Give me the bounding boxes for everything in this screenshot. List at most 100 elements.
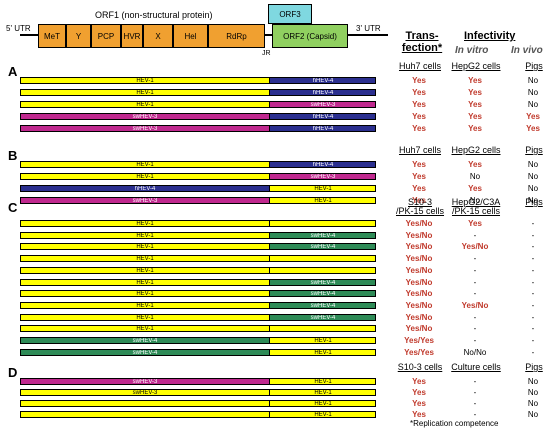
result-cell: No bbox=[527, 196, 539, 205]
construct-bar: HEV-1 hHEV-4 bbox=[20, 89, 376, 96]
result-cell: No bbox=[527, 172, 539, 181]
construct-bar: HEV-1 bbox=[20, 411, 376, 418]
result-cell: No bbox=[527, 410, 539, 419]
segment-label: swHEV-3 bbox=[132, 198, 158, 204]
orf1-title: ORF1 (non-structural protein) bbox=[95, 10, 213, 20]
segment-label: HEV-1 bbox=[136, 279, 154, 286]
segment-label: HEV-1 bbox=[314, 349, 332, 356]
construct-bar: swHEV-3 hHEV-4 bbox=[20, 125, 376, 132]
column-header: Pigs bbox=[525, 362, 543, 372]
segment-label: HEV-1 bbox=[136, 291, 154, 298]
segment-left bbox=[21, 302, 269, 308]
result-cell: Yes/No bbox=[405, 254, 433, 264]
result-cell: Yes/No bbox=[461, 242, 489, 252]
result-cell: - bbox=[473, 230, 477, 240]
footnote: *Replication competence bbox=[410, 419, 499, 428]
construct-bar: hHEV-4 HEV-1 bbox=[20, 185, 376, 192]
segment-label: HEV-1 bbox=[314, 390, 332, 396]
segment-left bbox=[21, 114, 269, 119]
result-cell: Yes bbox=[412, 399, 426, 408]
result-cell: Yes bbox=[412, 76, 426, 85]
result-cell: - bbox=[473, 377, 477, 386]
column-header: Pigs bbox=[525, 197, 543, 207]
result-cell: Yes bbox=[468, 219, 482, 228]
construct-bar: HEV-1 hHEV-4 bbox=[20, 77, 376, 84]
result-cell: Yes/No bbox=[405, 230, 433, 240]
segment-right bbox=[269, 291, 375, 297]
construct-bar: HEV-1 bbox=[20, 266, 376, 274]
segment-left bbox=[21, 102, 269, 107]
segment-left bbox=[21, 162, 269, 167]
result-cell: - bbox=[531, 336, 535, 345]
construct-bar: HEV-1 swHEV-4 bbox=[20, 301, 376, 309]
domain-label: RdRp bbox=[226, 31, 247, 41]
segment-label: swHEV-4 bbox=[310, 291, 336, 298]
segment-label: HEV-1 bbox=[136, 267, 154, 274]
result-cell: Yes bbox=[468, 76, 482, 85]
column-header: S10-3 cells bbox=[397, 362, 443, 372]
result-cell: No bbox=[527, 100, 539, 109]
result-cell: - bbox=[531, 265, 535, 275]
segment-right bbox=[269, 412, 375, 417]
result-cell: Yes bbox=[468, 88, 482, 97]
segment-label: swHEV-3 bbox=[310, 174, 336, 180]
segment-right bbox=[269, 379, 375, 384]
segment-label: hHEV-4 bbox=[312, 126, 334, 132]
utr3-label: 3' UTR bbox=[356, 24, 381, 33]
result-cell: Yes bbox=[526, 124, 540, 133]
orf2-label: ORF2 (Capsid) bbox=[283, 31, 337, 41]
segment-label: swHEV-3 bbox=[132, 379, 158, 385]
result-cell: Yes/No bbox=[405, 265, 433, 275]
result-cell: Yes bbox=[412, 100, 426, 109]
result-cell: Yes/No bbox=[405, 277, 433, 287]
construct-bar: HEV-1 swHEV-4 bbox=[20, 313, 376, 321]
result-cell: No bbox=[527, 388, 539, 397]
segment-label: HEV-1 bbox=[136, 102, 154, 108]
domain-label: PCP bbox=[97, 31, 115, 41]
result-cell: No bbox=[527, 184, 539, 193]
domain-label: Hel bbox=[184, 31, 197, 41]
column-header: HepG2/C3A /PK-15 cells bbox=[451, 197, 501, 216]
result-cell: - bbox=[473, 336, 477, 345]
segment-label: swHEV-4 bbox=[132, 338, 158, 344]
column-header: HepG2 cells bbox=[451, 145, 501, 155]
segment-label: HEV-1 bbox=[136, 244, 154, 251]
in-vivo-header: In vivo bbox=[511, 45, 543, 56]
result-cell: - bbox=[531, 312, 535, 322]
result-cell: Yes bbox=[412, 377, 426, 386]
segment-label: HEV-1 bbox=[136, 326, 154, 333]
result-cell: - bbox=[473, 399, 477, 408]
construct-bar: swHEV-3 HEV-1 bbox=[20, 197, 376, 204]
result-cell: - bbox=[531, 300, 535, 310]
segment-right bbox=[269, 198, 375, 203]
construct-bar: swHEV-4 HEV-1 bbox=[20, 337, 376, 344]
segment-label: HEV-1 bbox=[314, 401, 332, 407]
domain-label: HVR bbox=[123, 31, 141, 41]
result-cell: No bbox=[527, 399, 539, 408]
result-cell: Yes/No bbox=[405, 289, 433, 299]
segment-left bbox=[21, 221, 269, 226]
construct-bar: HEV-1 hHEV-4 bbox=[20, 161, 376, 168]
transfection-header: Trans- fection* bbox=[401, 30, 443, 54]
segment-label: HEV-1 bbox=[314, 198, 332, 204]
result-cell: Yes/No bbox=[405, 300, 433, 310]
result-cell: Yes bbox=[412, 172, 426, 181]
segment-right bbox=[269, 338, 375, 343]
result-cell: No bbox=[527, 160, 539, 169]
result-cell: - bbox=[531, 289, 535, 299]
segment-label: HEV-1 bbox=[136, 78, 154, 84]
panel-letter: C bbox=[8, 200, 18, 215]
result-cell: - bbox=[531, 242, 535, 252]
segment-label: hHEV-4 bbox=[134, 186, 156, 192]
result-cell: - bbox=[531, 219, 535, 228]
result-cell: - bbox=[531, 254, 535, 264]
segment-left bbox=[21, 244, 269, 250]
panel-letter: B bbox=[8, 148, 18, 163]
domain-x: X bbox=[143, 24, 173, 48]
construct-bar: swHEV-3 hHEV-4 bbox=[20, 113, 376, 120]
segment-left bbox=[21, 267, 269, 273]
segment-left bbox=[21, 186, 269, 191]
result-cell: - bbox=[473, 388, 477, 397]
segment-right bbox=[269, 349, 375, 355]
result-cell: Yes bbox=[526, 112, 540, 121]
